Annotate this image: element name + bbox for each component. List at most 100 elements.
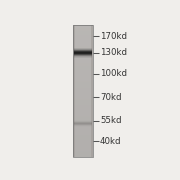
- Bar: [74, 57, 92, 58]
- Bar: [73, 38, 93, 39]
- Bar: [73, 62, 93, 64]
- Bar: [73, 86, 93, 87]
- Bar: [73, 106, 93, 107]
- Bar: [73, 34, 93, 35]
- Bar: [73, 121, 93, 122]
- Bar: [74, 49, 92, 50]
- Bar: [73, 55, 93, 56]
- Bar: [74, 124, 92, 125]
- Bar: [73, 26, 93, 27]
- Bar: [73, 134, 93, 135]
- Bar: [74, 126, 92, 127]
- Bar: [73, 155, 93, 156]
- Text: 130kd: 130kd: [100, 48, 127, 57]
- Bar: [73, 69, 93, 70]
- Bar: [73, 98, 93, 99]
- Bar: [73, 51, 93, 53]
- Bar: [73, 59, 93, 60]
- Bar: [73, 102, 93, 103]
- Bar: [73, 145, 93, 146]
- Bar: [73, 79, 93, 80]
- Bar: [73, 150, 93, 151]
- Bar: [73, 76, 93, 77]
- Bar: [73, 147, 93, 148]
- Bar: [74, 55, 92, 56]
- Bar: [73, 53, 93, 54]
- Bar: [73, 27, 93, 28]
- Bar: [73, 116, 93, 117]
- Bar: [73, 109, 93, 110]
- Bar: [73, 111, 93, 112]
- Bar: [73, 123, 93, 124]
- Bar: [74, 56, 92, 57]
- Bar: [73, 78, 93, 79]
- Bar: [73, 148, 93, 149]
- Bar: [73, 118, 93, 119]
- Bar: [74, 54, 92, 55]
- Bar: [73, 80, 93, 81]
- Bar: [74, 123, 92, 124]
- Bar: [73, 47, 93, 48]
- Bar: [73, 37, 93, 38]
- Bar: [73, 33, 93, 34]
- Bar: [73, 42, 93, 43]
- Bar: [73, 25, 75, 157]
- Bar: [73, 77, 93, 78]
- Text: 100kd: 100kd: [100, 69, 127, 78]
- Bar: [73, 130, 93, 132]
- Bar: [73, 58, 93, 59]
- Bar: [73, 151, 93, 152]
- Bar: [73, 113, 93, 114]
- Bar: [73, 66, 93, 67]
- Bar: [74, 52, 92, 53]
- Bar: [73, 57, 93, 58]
- Bar: [74, 122, 92, 123]
- Bar: [73, 94, 93, 95]
- Bar: [73, 50, 93, 51]
- Bar: [73, 156, 93, 157]
- Bar: [73, 72, 93, 73]
- Bar: [73, 90, 93, 91]
- Bar: [73, 36, 93, 37]
- Bar: [74, 48, 92, 49]
- Bar: [91, 25, 93, 157]
- Bar: [73, 25, 93, 157]
- Bar: [73, 114, 93, 115]
- Bar: [73, 146, 93, 147]
- Bar: [73, 40, 93, 42]
- Bar: [73, 101, 93, 102]
- Bar: [73, 126, 93, 127]
- Bar: [73, 132, 93, 133]
- Bar: [74, 121, 92, 122]
- Bar: [73, 87, 93, 88]
- Bar: [73, 122, 93, 123]
- Bar: [73, 112, 93, 113]
- Bar: [73, 119, 93, 121]
- Bar: [73, 25, 93, 26]
- Bar: [73, 99, 93, 100]
- Bar: [73, 107, 93, 109]
- Bar: [73, 67, 93, 68]
- Text: 70kd: 70kd: [100, 93, 122, 102]
- Bar: [73, 35, 93, 36]
- Bar: [73, 103, 93, 104]
- Bar: [73, 48, 93, 49]
- Bar: [73, 124, 93, 125]
- Bar: [73, 64, 93, 65]
- Bar: [73, 56, 93, 57]
- Bar: [74, 50, 92, 51]
- Bar: [73, 75, 93, 76]
- Bar: [73, 70, 93, 71]
- Bar: [73, 54, 93, 55]
- Bar: [74, 125, 92, 126]
- Bar: [73, 44, 93, 45]
- Bar: [73, 31, 93, 32]
- Bar: [73, 110, 93, 111]
- Bar: [73, 95, 93, 96]
- Bar: [74, 120, 92, 121]
- Bar: [73, 81, 93, 82]
- Bar: [73, 73, 93, 75]
- Bar: [73, 84, 93, 86]
- Bar: [73, 49, 93, 50]
- Bar: [73, 135, 93, 136]
